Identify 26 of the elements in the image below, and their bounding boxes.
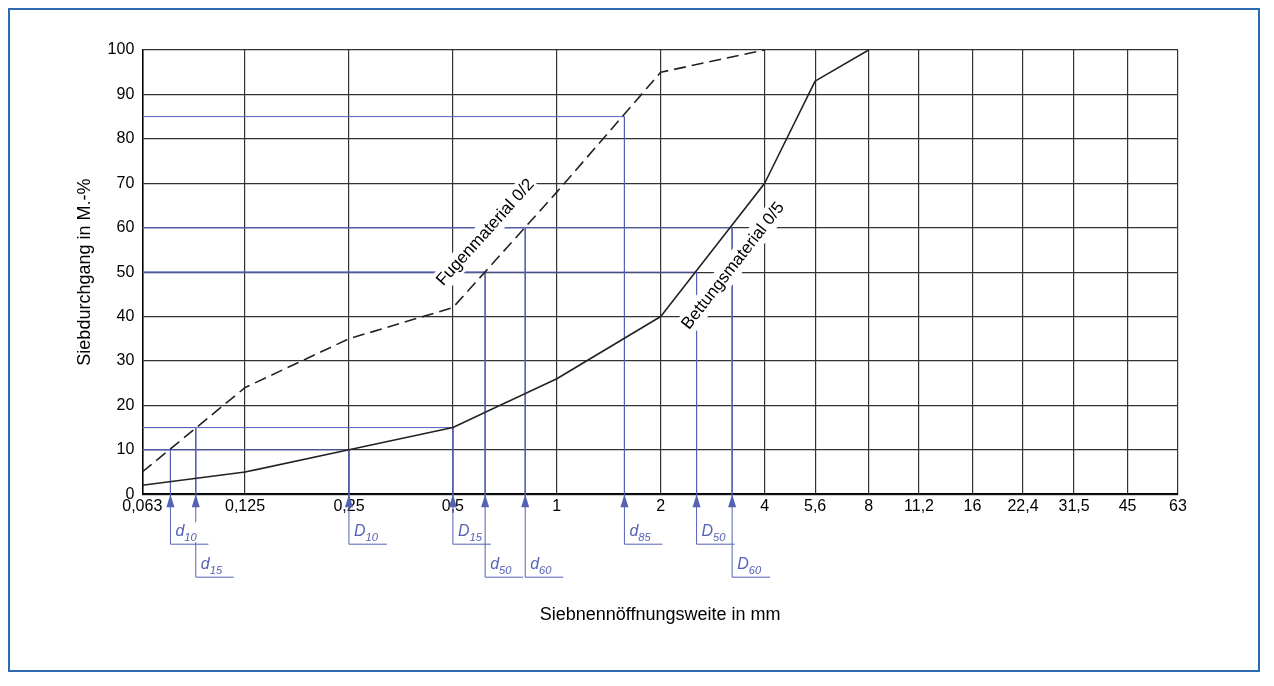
x-tick-label: 22,4 — [1007, 497, 1039, 515]
x-tick-label: 0,125 — [225, 497, 266, 515]
y-tick-label: 10 — [116, 440, 135, 458]
x-axis-title: Siebnennöffnungsweite in mm — [539, 604, 781, 625]
x-tick-label: 11,2 — [904, 497, 935, 515]
x-tick-label: 1 — [552, 497, 562, 515]
x-tick-label: 16 — [963, 497, 982, 515]
y-tick-label: 80 — [116, 129, 135, 147]
x-tick-label: 4 — [760, 497, 770, 515]
y-tick-label: 90 — [116, 84, 135, 102]
x-tick-label: 31,5 — [1058, 497, 1090, 515]
y-tick-label: 60 — [116, 218, 135, 236]
x-tick-label: 8 — [864, 497, 874, 515]
x-tick-label: 45 — [1118, 497, 1137, 515]
y-tick-label: 70 — [116, 173, 135, 191]
y-tick-label: 40 — [116, 306, 135, 324]
y-tick-label: 100 — [107, 40, 135, 58]
x-tick-label: 0,063 — [122, 497, 163, 515]
x-tick-label: 5,6 — [803, 497, 827, 515]
x-tick-label: 0,5 — [441, 497, 465, 515]
y-tick-label: 50 — [116, 262, 135, 280]
x-tick-label: 63 — [1169, 497, 1187, 515]
y-tick-label: 20 — [116, 395, 135, 413]
x-tick-label: 2 — [656, 497, 666, 515]
y-tick-label: 30 — [116, 351, 135, 369]
y-axis-title: Siebdurchgang in M.-% — [73, 178, 94, 366]
